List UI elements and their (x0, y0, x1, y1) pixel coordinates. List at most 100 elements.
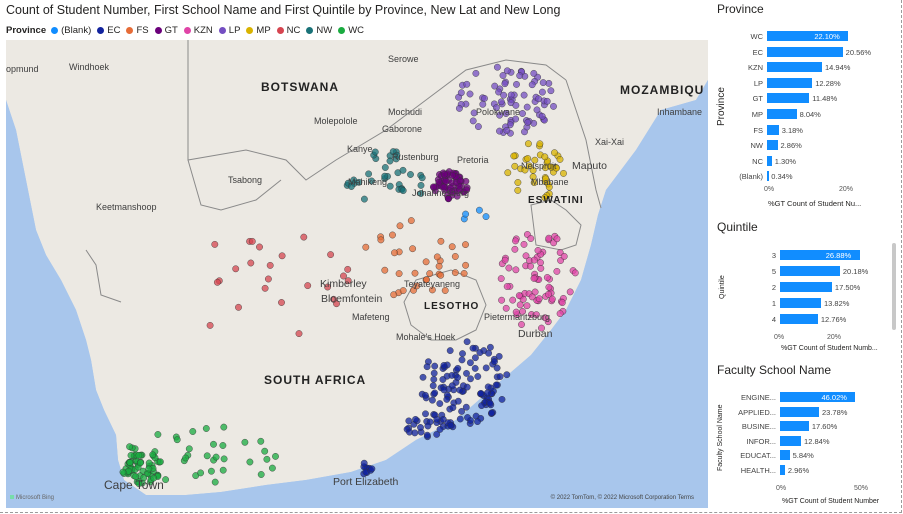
map-point[interactable] (423, 431, 431, 439)
map-point[interactable] (386, 157, 394, 165)
map-point[interactable] (412, 415, 419, 423)
map-point[interactable] (488, 409, 495, 417)
map-point[interactable] (469, 344, 477, 352)
map-point[interactable] (495, 352, 503, 360)
map-point[interactable] (560, 252, 568, 260)
map-point[interactable] (423, 363, 431, 371)
map-point[interactable] (527, 235, 535, 242)
map-point[interactable] (391, 249, 398, 257)
map-point[interactable] (550, 103, 557, 110)
map-point[interactable] (566, 288, 574, 296)
province-bar[interactable] (767, 155, 772, 166)
province-bar[interactable] (767, 46, 843, 57)
map-point[interactable] (454, 397, 462, 405)
map-point[interactable] (533, 106, 541, 114)
faculty-bar[interactable] (780, 435, 802, 446)
map-point[interactable] (440, 386, 448, 394)
quintile-bar[interactable] (780, 314, 818, 324)
map-point[interactable] (493, 364, 501, 372)
map-point[interactable] (512, 308, 520, 316)
map-point[interactable] (545, 290, 552, 298)
map-point[interactable] (542, 175, 549, 183)
map-point[interactable] (520, 240, 528, 248)
map-point[interactable] (436, 425, 444, 433)
map-point[interactable] (213, 278, 221, 286)
map-point[interactable] (455, 105, 463, 112)
map-point[interactable] (556, 156, 564, 163)
map-point[interactable] (503, 67, 511, 75)
map-point[interactable] (266, 261, 274, 269)
map-point[interactable] (547, 87, 555, 95)
map-point[interactable] (528, 81, 536, 89)
faculty-bar[interactable] (780, 406, 819, 417)
map-point[interactable] (264, 275, 272, 283)
map-point[interactable] (525, 140, 532, 148)
map-point[interactable] (571, 269, 579, 277)
map-point[interactable] (136, 459, 144, 467)
map-point[interactable] (241, 438, 249, 446)
map-point[interactable] (422, 258, 430, 266)
map-point[interactable] (211, 478, 219, 486)
map-point[interactable] (502, 304, 510, 312)
map-point[interactable] (503, 283, 511, 290)
map-point[interactable] (135, 480, 143, 487)
map-point[interactable] (417, 190, 425, 197)
map-point[interactable] (417, 424, 424, 431)
map-point[interactable] (523, 302, 531, 310)
map-point[interactable] (539, 79, 547, 86)
map-point[interactable] (411, 269, 419, 277)
map-point[interactable] (278, 299, 285, 306)
province-bar[interactable] (767, 77, 813, 88)
map-point[interactable] (443, 395, 451, 403)
map-point[interactable] (327, 251, 334, 259)
map-point[interactable] (263, 455, 271, 463)
map-point[interactable] (448, 188, 456, 196)
province-bar[interactable] (767, 62, 822, 73)
legend-item-mp[interactable]: MP (246, 25, 271, 36)
map-point[interactable] (541, 194, 549, 202)
map-point[interactable] (232, 265, 240, 273)
map-point[interactable] (202, 425, 210, 432)
map-point[interactable] (496, 373, 504, 380)
province-bar[interactable] (767, 93, 810, 104)
map-point[interactable] (433, 430, 441, 438)
map-point[interactable] (501, 256, 509, 264)
map-copyright[interactable]: © 2022 TomTom, © 2022 Microsoft Corporat… (550, 495, 694, 501)
map-point[interactable] (537, 259, 544, 267)
map-point[interactable] (454, 374, 461, 381)
faculty-bar[interactable] (780, 421, 809, 431)
map-point[interactable] (543, 274, 551, 281)
map-point[interactable] (497, 98, 505, 106)
map-point[interactable] (219, 466, 227, 474)
quintile-bar[interactable] (780, 250, 860, 260)
map-point[interactable] (470, 109, 478, 117)
map-point[interactable] (433, 253, 441, 261)
map-point[interactable] (460, 270, 468, 277)
map-point[interactable] (530, 256, 538, 264)
map-point[interactable] (535, 295, 543, 303)
map-point[interactable] (448, 243, 456, 251)
map-point[interactable] (477, 389, 485, 397)
map-point[interactable] (503, 371, 511, 379)
map-point[interactable] (261, 284, 269, 292)
quintile-bar[interactable] (780, 282, 832, 292)
map-point[interactable] (371, 148, 379, 156)
legend-item-ec[interactable]: EC (97, 25, 120, 36)
map-point[interactable] (545, 234, 553, 242)
map-point[interactable] (368, 465, 376, 473)
map-point[interactable] (235, 303, 242, 311)
map-point[interactable] (516, 72, 524, 79)
map-point[interactable] (207, 467, 215, 475)
map-point[interactable] (509, 296, 517, 304)
map-point[interactable] (556, 310, 564, 317)
map-point[interactable] (496, 111, 503, 119)
map-point[interactable] (529, 173, 537, 181)
quintile-bar[interactable] (780, 298, 821, 308)
map-point[interactable] (454, 364, 462, 372)
map-point[interactable] (475, 206, 483, 214)
map-point[interactable] (185, 445, 193, 453)
map-point[interactable] (537, 264, 545, 272)
quintile-bar[interactable] (780, 266, 840, 276)
map-point[interactable] (551, 149, 558, 157)
map-point[interactable] (413, 282, 421, 290)
